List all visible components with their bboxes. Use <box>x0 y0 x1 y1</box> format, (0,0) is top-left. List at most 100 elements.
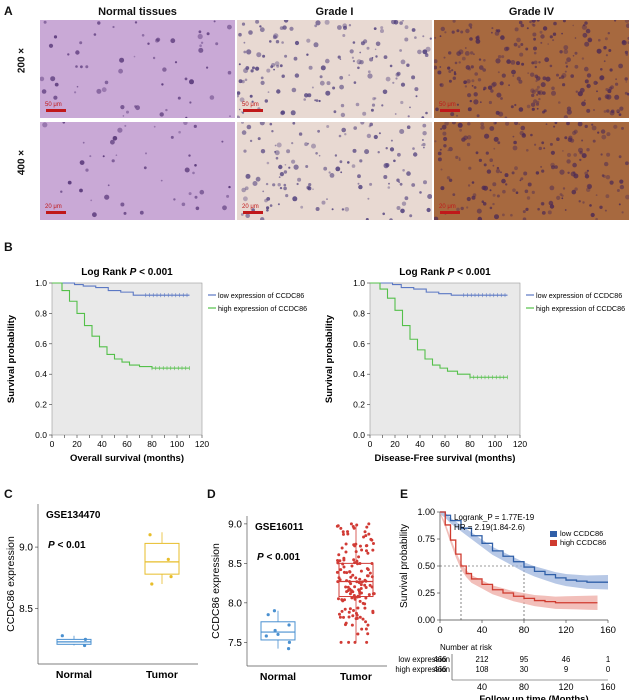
risk-x-tick-label: 80 <box>519 682 529 692</box>
data-point <box>273 628 277 633</box>
column-title-grade4: Grade IV <box>508 6 555 18</box>
km-curve-follow-up: 0.00 0.25 0.50 0.75 1.00 0 40 80 120 160 Survival … <box>395 507 616 700</box>
data-point <box>339 568 343 572</box>
scale-bar-label: 50 μm <box>45 102 62 108</box>
data-point <box>349 589 353 593</box>
data-point <box>352 593 356 597</box>
data-point <box>369 537 373 541</box>
survival-curve-high <box>52 282 190 369</box>
data-point <box>347 640 351 644</box>
y-tick-label: 0.8 <box>353 308 365 318</box>
data-point <box>365 525 369 529</box>
x-axis-label: Disease-Free survival (months) <box>375 453 516 464</box>
data-point <box>337 612 341 616</box>
data-point <box>272 609 277 613</box>
data-point <box>346 532 350 536</box>
data-point <box>340 546 344 550</box>
data-point <box>345 579 349 583</box>
x-tick-label: 80 <box>147 439 157 449</box>
column-title-normal: Normal tissues <box>98 6 177 18</box>
data-point <box>82 643 87 648</box>
y-tick-label: 9.0 <box>19 543 33 554</box>
x-tick-label: 60 <box>440 439 450 449</box>
data-point <box>360 548 364 552</box>
x-category-label: Tumor <box>340 671 372 683</box>
data-point <box>346 588 350 592</box>
data-point <box>363 602 367 606</box>
x-tick-label: 0 <box>368 439 373 449</box>
data-point <box>364 579 368 583</box>
data-point <box>337 576 341 580</box>
y-tick-label: 0.6 <box>353 339 365 349</box>
p-value: P < 0.01 <box>48 540 86 551</box>
data-point <box>354 576 358 580</box>
data-point <box>342 570 346 574</box>
risk-value: 46 <box>562 655 571 664</box>
legend-swatch <box>550 540 557 546</box>
data-point <box>347 615 351 619</box>
data-point <box>276 632 280 637</box>
data-point <box>366 551 370 555</box>
data-point <box>354 617 358 621</box>
survival-curve-low <box>370 282 508 296</box>
data-point <box>354 542 358 546</box>
x-category-label: Tumor <box>146 669 178 681</box>
column-title-grade1: Grade I <box>315 6 354 18</box>
y-axis-label: CCDC86 expression <box>5 536 17 632</box>
x-tick-label: 160 <box>600 625 616 636</box>
data-point <box>371 541 375 545</box>
legend-label: low CCDC86 <box>560 529 603 538</box>
data-point <box>287 640 292 644</box>
data-point <box>362 535 366 539</box>
data-point <box>348 607 352 611</box>
scale-bar <box>46 109 66 112</box>
data-point <box>348 570 352 574</box>
data-point <box>341 532 345 536</box>
panel-letter-b: B <box>4 240 13 254</box>
legend-label: high expression of CCDC86 <box>536 304 625 313</box>
y-tick-label: 0.00 <box>417 615 435 625</box>
data-point <box>166 557 170 561</box>
data-point <box>343 607 347 611</box>
y-tick-label: 0.50 <box>417 561 435 571</box>
data-point <box>365 574 369 578</box>
data-point <box>355 613 359 617</box>
data-point <box>150 582 154 586</box>
data-point <box>342 615 346 619</box>
data-point <box>348 592 352 596</box>
risk-row-label: high expression <box>395 665 450 674</box>
data-point <box>266 613 270 617</box>
data-point <box>350 596 354 600</box>
data-point <box>367 522 371 526</box>
data-point <box>363 530 367 534</box>
survival-chart-disease-free: Log Rank P < 0.001 0.0 0.2 0.4 0.6 0.8 1.0 0 20 4… <box>324 267 625 464</box>
y-axis-label: Survival probability <box>6 314 17 403</box>
data-point <box>363 583 367 587</box>
x-tick-label: 0 <box>437 625 442 636</box>
scale-bar-label: 20 μm <box>439 204 456 210</box>
data-point <box>336 561 340 565</box>
x-tick-label: 40 <box>415 439 425 449</box>
data-point <box>359 587 363 591</box>
row-label-400x: 400 × <box>16 149 28 176</box>
boxplot-gse16011: 7.5 8.0 8.5 9.0 CCDC86 expression GSE16011 P <… <box>210 516 387 683</box>
chart-title: Log Rank P < 0.001 <box>399 267 491 278</box>
panel-letter-e: E <box>400 487 409 501</box>
data-point <box>368 571 372 575</box>
data-point <box>364 586 368 590</box>
legend-label: high expression of CCDC86 <box>218 304 307 313</box>
data-point <box>366 568 370 572</box>
micrograph-grade1-400x: 20 μm <box>237 122 432 220</box>
risk-value: 95 <box>520 655 529 664</box>
panel-letter-c: C <box>4 487 13 501</box>
risk-value: 0 <box>606 665 611 674</box>
tissue-texture <box>40 20 232 118</box>
data-point <box>352 608 356 612</box>
data-point <box>359 569 363 573</box>
scale-bar <box>440 211 460 214</box>
y-tick-label: 0.4 <box>353 369 365 379</box>
scale-bar <box>46 211 66 214</box>
data-point <box>338 559 342 563</box>
data-point <box>349 582 353 586</box>
data-point <box>344 550 348 554</box>
